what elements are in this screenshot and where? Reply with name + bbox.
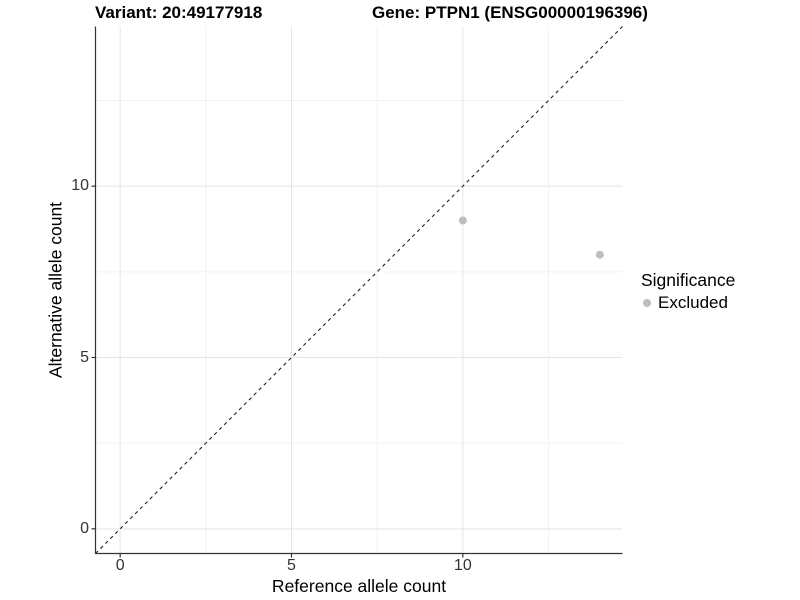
legend-item-excluded: Excluded	[641, 293, 735, 313]
variant-title: Variant: 20:49177918	[95, 3, 263, 22]
legend-title: Significance	[641, 270, 736, 290]
y-tick-label: 10	[71, 177, 89, 195]
y-tick-label: 5	[80, 348, 89, 366]
gene-title: Gene: PTPN1 (ENSG00000196396)	[372, 3, 648, 22]
x-axis-title: Reference allele count	[271, 576, 447, 596]
x-tick-label: 5	[287, 557, 296, 574]
y-tick-label: 0	[80, 519, 89, 537]
legend-item-label: Excluded	[658, 293, 728, 312]
identity-line	[95, 26, 623, 554]
x-tick-label: 10	[453, 557, 472, 574]
data-point	[595, 250, 604, 259]
x-tick-label: 0	[115, 557, 125, 574]
legend: Significance Excluded	[641, 270, 735, 313]
y-axis-title: Alternative allele count	[45, 201, 66, 379]
data-point	[458, 216, 467, 225]
legend-key-dot-icon	[643, 299, 651, 307]
